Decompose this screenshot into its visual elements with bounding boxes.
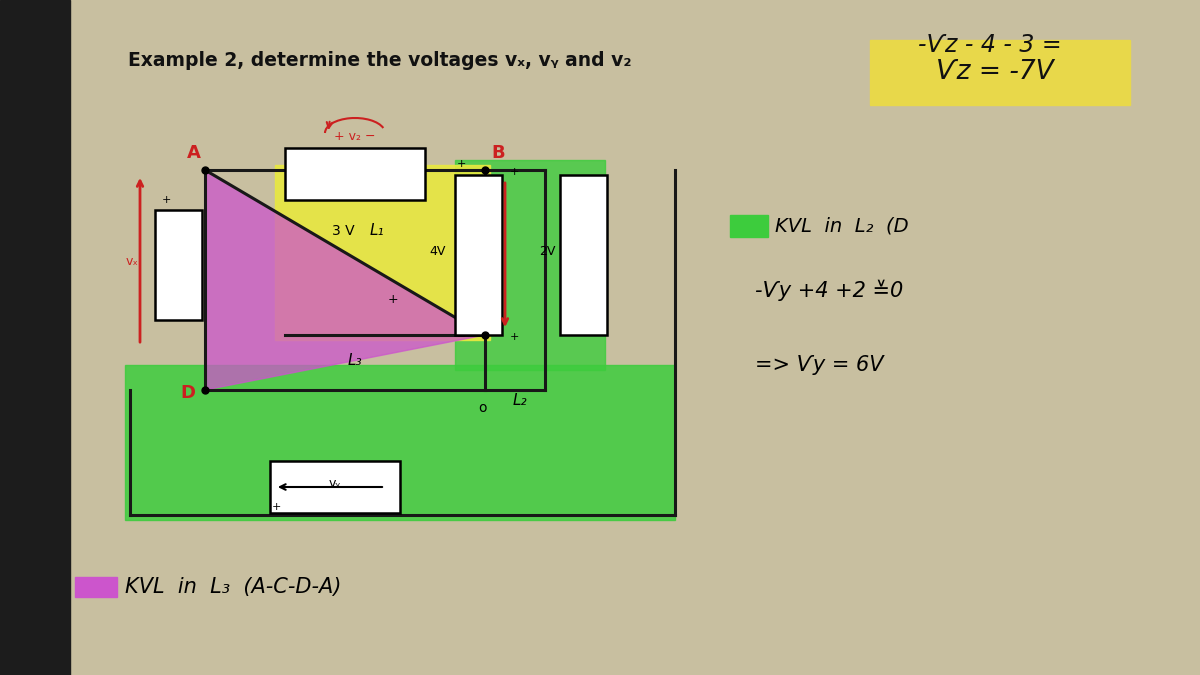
Bar [74, 577, 118, 597]
Text: L₃: L₃ [348, 353, 362, 368]
Bar [155, 210, 202, 320]
Bar [730, 215, 768, 237]
Text: 3 V: 3 V [332, 224, 355, 238]
Text: -Ѵz - 4 - 3 =: -Ѵz - 4 - 3 = [918, 33, 1062, 57]
Text: A: A [187, 144, 200, 162]
Text: vₓ: vₓ [126, 255, 138, 268]
Text: 2V: 2V [539, 245, 554, 258]
Text: => Ѵy = 6V: => Ѵy = 6V [755, 355, 883, 375]
Text: +: + [510, 167, 520, 177]
Text: KVL  in  L₃  (A-C-D-A): KVL in L₃ (A-C-D-A) [125, 577, 341, 597]
Bar [0, 0, 70, 675]
Bar [870, 40, 1130, 105]
Text: KVL  in  L₂  (D: KVL in L₂ (D [775, 217, 908, 236]
Bar [455, 175, 502, 335]
Bar [560, 175, 607, 335]
Bar [270, 461, 400, 513]
Text: 4V: 4V [430, 245, 446, 258]
Text: +: + [388, 293, 398, 306]
Text: + v₂ −: + v₂ − [335, 130, 376, 143]
Text: Ѵz = -7V: Ѵz = -7V [936, 59, 1054, 85]
Bar [455, 160, 605, 370]
Text: B: B [491, 144, 505, 162]
Polygon shape [205, 170, 485, 390]
Text: Example 2, determine the voltages vₓ, vᵧ and v₂: Example 2, determine the voltages vₓ, vᵧ… [128, 51, 631, 70]
Text: L₂: L₂ [512, 393, 527, 408]
Text: vᵧ: vᵧ [329, 477, 341, 490]
Text: +: + [510, 332, 520, 342]
Text: D: D [180, 384, 194, 402]
Text: +: + [162, 195, 172, 205]
Text: -Ѵy +4 +2 ≚0: -Ѵy +4 +2 ≚0 [755, 279, 904, 300]
Text: +: + [457, 159, 467, 169]
Bar [125, 365, 674, 520]
Text: −: − [457, 332, 467, 342]
Bar [286, 148, 425, 200]
Text: o: o [478, 401, 486, 415]
Bar [275, 165, 490, 340]
Text: L₁: L₁ [370, 223, 385, 238]
Text: +: + [272, 502, 281, 512]
